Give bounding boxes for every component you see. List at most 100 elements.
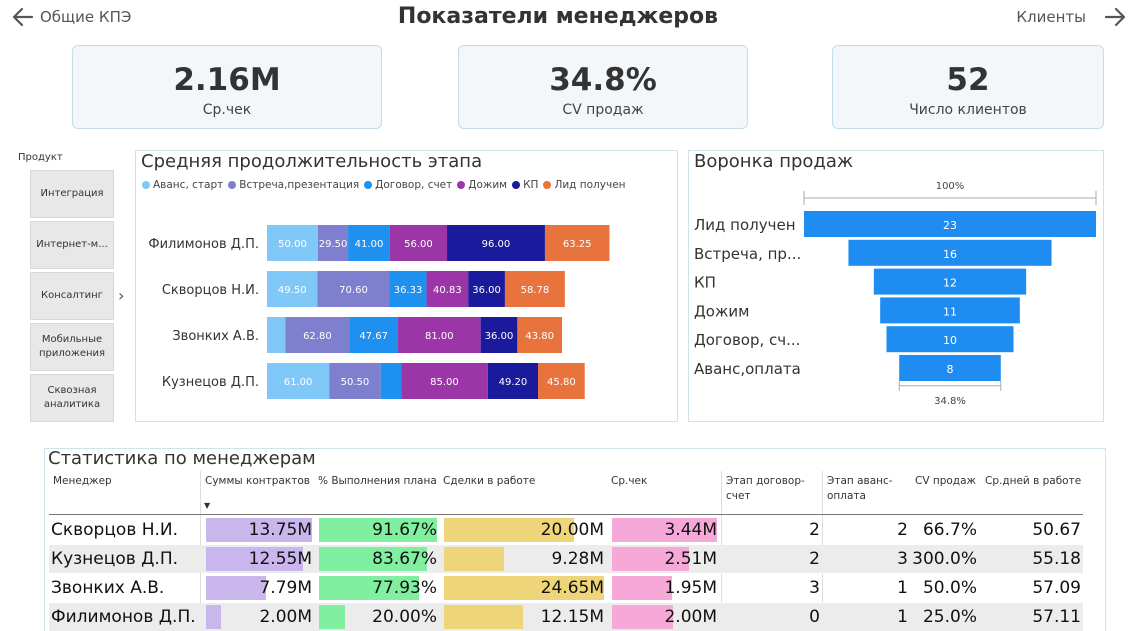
kpi-card-cv: 34.8% CV продаж <box>458 45 748 129</box>
data-bar <box>319 605 345 629</box>
funnel-bar[interactable] <box>899 355 1001 381</box>
legend-item[interactable]: Встреча,презентация <box>228 179 359 191</box>
bar-segment[interactable] <box>468 271 505 307</box>
bar-segment[interactable] <box>329 363 381 399</box>
manager-stats-table: Статистика по менеджерам Менеджер Суммы … <box>44 448 1106 631</box>
cell-value: 20.00% <box>372 607 437 627</box>
kpi-card-avg-check: 2.16M Ср.чек <box>72 45 382 129</box>
legend-item[interactable]: КП <box>512 179 538 191</box>
sort-descending-icon[interactable]: ▼ <box>204 501 211 510</box>
header-stage-advance[interactable]: Этап аванс-оплата <box>827 475 893 502</box>
bar-segment[interactable] <box>267 363 330 399</box>
header-avg-days[interactable]: Ср.дней в работе <box>985 475 1082 487</box>
funnel-value: 11 <box>943 305 957 318</box>
cell-value: 25.0% <box>922 607 977 627</box>
bar-segment[interactable] <box>487 363 539 399</box>
funnel-bar[interactable] <box>880 297 1020 324</box>
header-contract-sum[interactable]: Суммы контрактов <box>205 475 310 487</box>
funnel-bar[interactable] <box>886 326 1014 353</box>
legend-label: Договор, счет <box>375 179 453 191</box>
table-row[interactable]: Звонких А.В. 7.79M 77.93% 24.65M 1.95M 3 1 50.0… <box>49 574 1083 602</box>
stage-duration-chart: Филимонов Д.П. 50.00 29.50 41.00 56.00 96.00 6… <box>148 225 610 399</box>
funnel-bar[interactable] <box>873 268 1027 295</box>
legend-marker-dozhim <box>457 181 466 189</box>
category-label: Кузнецов Д.П. <box>162 375 259 390</box>
legend-item[interactable]: Договор, счет <box>364 179 452 191</box>
legend-item[interactable]: Дожим <box>457 179 507 191</box>
data-label: 49.50 <box>278 285 307 296</box>
legend-item[interactable]: Аванс, старт <box>142 179 223 191</box>
cell-cv: 50.0% <box>911 574 979 602</box>
data-label: 81.00 <box>425 331 454 342</box>
bar-segment[interactable] <box>504 271 565 307</box>
slicer-item-integration[interactable]: Интеграция <box>30 170 114 218</box>
bar-segment[interactable] <box>401 363 488 399</box>
bar-segment[interactable] <box>285 317 350 353</box>
data-label: 40.83 <box>433 285 462 296</box>
slicer-title: Продукт <box>18 152 63 163</box>
forward-nav-button[interactable]: Клиенты <box>1016 4 1128 30</box>
cell-plan: 20.00% <box>317 603 439 631</box>
header-avg-check[interactable]: Ср.чек <box>611 475 648 487</box>
header-stage-contract[interactable]: Этап договор-счет <box>726 475 805 502</box>
data-bar <box>444 576 604 600</box>
cell-value: 1 <box>897 578 908 598</box>
back-nav-button[interactable]: Общие КПЭ <box>10 4 131 30</box>
kpi-label: CV продаж <box>562 102 644 118</box>
data-label: 29.50 <box>319 239 348 250</box>
bar-segment[interactable] <box>426 271 469 307</box>
bar-segment[interactable] <box>389 225 448 261</box>
funnel-stage-label: КП <box>694 274 716 292</box>
bar-segment[interactable] <box>517 317 563 353</box>
bar-segment[interactable] <box>267 317 286 353</box>
bar-segment[interactable] <box>267 225 318 261</box>
funnel-value: 8 <box>947 363 954 376</box>
header-plan-pct[interactable]: % Выполнения плана <box>318 475 437 487</box>
table-row[interactable]: Филимонов Д.П. 2.00M 20.00% 12.15M 2.00M 0 1 25… <box>49 603 1083 631</box>
header-deals-in-work[interactable]: Сделки в работе <box>443 475 536 487</box>
legend-item[interactable]: Лид получен <box>543 179 626 191</box>
cell-value: Филимонов Д.П. <box>51 607 196 627</box>
category-label: Филимонов Д.П. <box>148 237 259 252</box>
cell-value: 12.55M <box>248 549 312 569</box>
bar-segment[interactable] <box>398 317 481 353</box>
bar-segment[interactable] <box>380 363 402 399</box>
funnel-stage-label: Аванс,оплата <box>694 360 801 378</box>
data-label: 47.67 <box>359 331 388 342</box>
header-cv[interactable]: CV продаж <box>915 475 976 487</box>
slicer-item-internet-marketing[interactable]: Интернет-м... <box>30 221 114 269</box>
cell-manager: Филимонов Д.П. <box>49 603 200 631</box>
bar-segment[interactable] <box>389 271 427 307</box>
cell-value: 2.00M <box>259 607 312 627</box>
funnel-stage-label: Договор, сч... <box>694 331 800 349</box>
header-manager[interactable]: Менеджер <box>53 475 112 487</box>
bar-segment[interactable] <box>318 225 349 261</box>
table-row[interactable]: Кузнецов Д.П. 12.55M 83.67% 9.28M 2.51M 2 3 300… <box>49 545 1083 573</box>
data-bar <box>319 547 427 571</box>
funnel-bar[interactable] <box>804 211 1096 237</box>
slicer-item-consulting[interactable]: Консалтинг <box>30 272 114 320</box>
cell-value: 1 <box>897 607 908 627</box>
bar-segment[interactable] <box>538 363 585 399</box>
slicer-item-mobile-apps[interactable]: Мобильные приложения <box>30 323 114 371</box>
kpi-value: 52 <box>946 62 990 98</box>
cell-sum: 7.79M <box>204 574 314 602</box>
bar-segment[interactable] <box>480 317 518 353</box>
cell-value: 24.65M <box>540 578 604 598</box>
bar-segment[interactable] <box>317 271 390 307</box>
cell-avans: 2 <box>825 516 910 544</box>
bar-segment[interactable] <box>544 225 610 261</box>
cell-value: 50.0% <box>922 578 977 598</box>
slicer-item-end-to-end-analytics[interactable]: Сквозная аналитика <box>30 374 114 422</box>
chevron-right-icon[interactable]: › <box>118 286 125 305</box>
cell-check: 2.00M <box>610 603 719 631</box>
funnel-value: 23 <box>943 219 957 232</box>
bar-segment[interactable] <box>348 225 390 261</box>
funnel-bar[interactable] <box>848 239 1052 266</box>
category-label: Скворцов Н.И. <box>162 283 259 298</box>
data-label: 36.33 <box>394 285 423 296</box>
bar-segment[interactable] <box>349 317 399 353</box>
table-row[interactable]: Скворцов Н.И. 13.75M 91.67% 20.00M 3.44M 2 2 66… <box>49 516 1083 544</box>
bar-segment[interactable] <box>447 225 545 261</box>
bar-segment[interactable] <box>267 271 318 307</box>
